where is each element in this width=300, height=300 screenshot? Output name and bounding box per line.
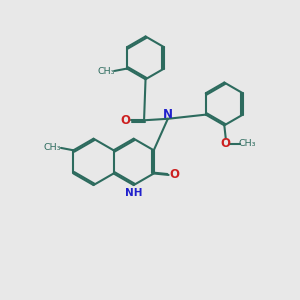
Text: CH₃: CH₃ — [44, 142, 62, 152]
Text: NH: NH — [125, 188, 142, 198]
Text: CH₃: CH₃ — [238, 139, 256, 148]
Text: CH₃: CH₃ — [98, 67, 115, 76]
Text: O: O — [221, 137, 231, 150]
Text: O: O — [169, 169, 179, 182]
Text: N: N — [163, 108, 173, 121]
Text: O: O — [120, 114, 130, 127]
